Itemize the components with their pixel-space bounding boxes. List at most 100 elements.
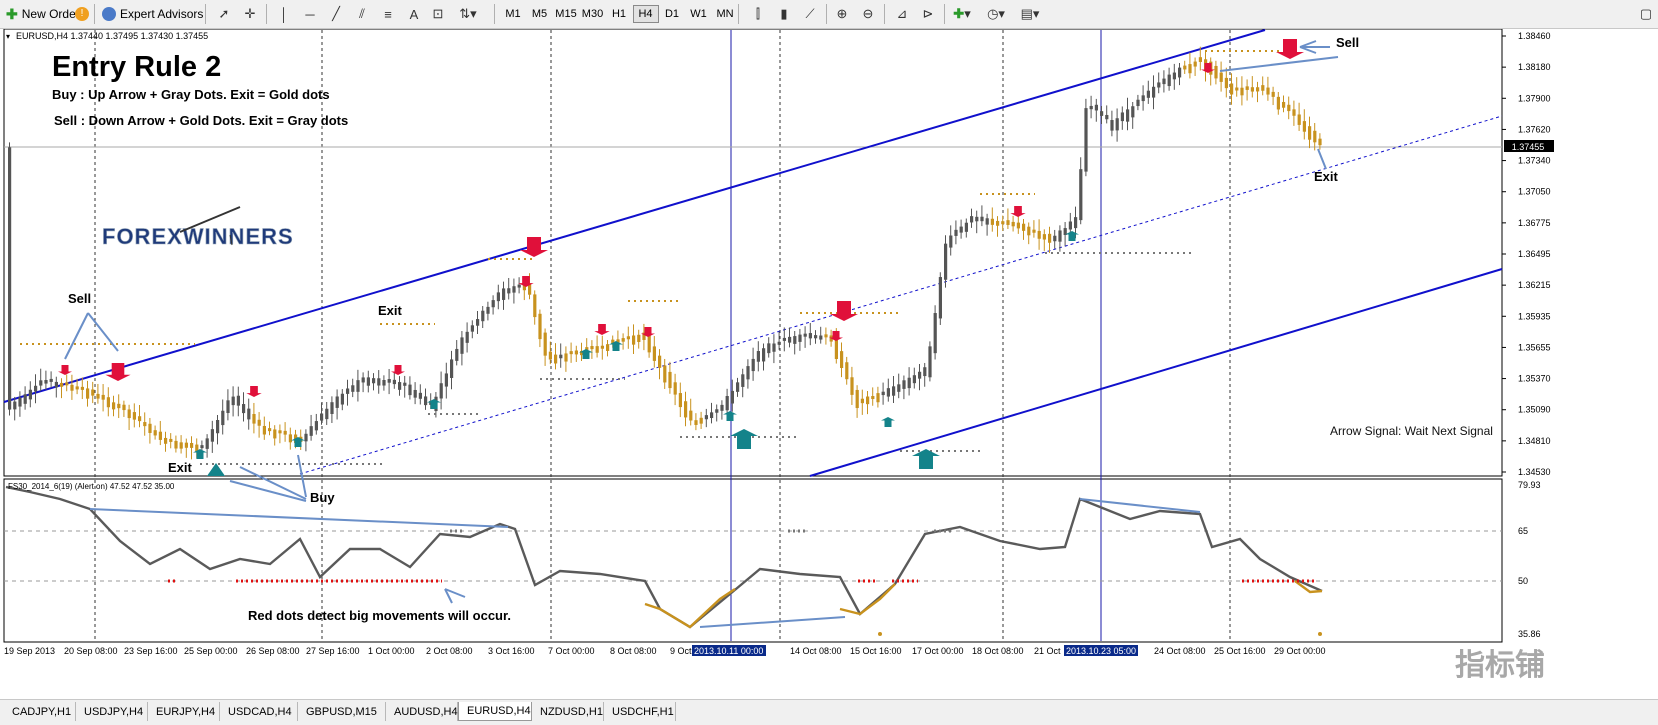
current-price-label: 1.37455 <box>1512 142 1545 152</box>
candle-body <box>1282 101 1286 108</box>
candle-body <box>1016 222 1020 229</box>
chart-area[interactable]: 1.38460 1.38180 1.37900 1.37620 1.37340 1.370… <box>0 28 1658 699</box>
candle-body <box>28 389 32 400</box>
candle-body <box>96 393 100 399</box>
bar-chart-icon[interactable]: ⫿ <box>755 6 761 21</box>
candle-body <box>106 397 110 408</box>
alert-icon[interactable]: ! <box>72 5 92 23</box>
sell-arrow-icon <box>641 327 655 337</box>
candle-body <box>975 216 979 222</box>
zoom-out-icon[interactable]: ⊖ <box>862 6 874 21</box>
label-exit-right: Exit <box>1314 169 1339 184</box>
templates-icon[interactable]: ▤▾ <box>1020 6 1040 21</box>
candle-body <box>387 379 391 383</box>
periods-icon[interactable]: ◷▾ <box>987 6 1005 21</box>
candle-body <box>746 366 750 380</box>
candle-body <box>980 216 984 222</box>
candle-body <box>902 380 906 389</box>
candle-body <box>1224 77 1228 89</box>
candle-body <box>528 283 532 295</box>
candle-body <box>65 382 69 386</box>
candle-body <box>346 388 350 394</box>
shapes-icon[interactable]: ⇅▾ <box>459 6 477 21</box>
candle-body <box>356 380 360 392</box>
annotation-line <box>64 312 89 360</box>
buy-arrow-icon <box>881 417 895 427</box>
indicators-icon[interactable]: ✚ ▾ <box>953 6 971 21</box>
candle-body <box>647 335 651 353</box>
timeframe-m30[interactable]: M30 <box>581 8 604 20</box>
line-chart-icon[interactable]: ⟋ <box>805 6 815 21</box>
tab-eurusd-h4[interactable]: EURUSD,H4 <box>458 702 532 721</box>
collapse-icon[interactable]: ▾ <box>6 32 10 41</box>
candle-body <box>767 343 771 354</box>
candle-body <box>1032 229 1036 233</box>
annotation-line <box>229 480 307 502</box>
main-chart-header: EURUSD,H4 1.37440 1.37495 1.37430 1.3745… <box>16 31 208 41</box>
candle-body <box>242 404 246 414</box>
price-tick-label: 1.34530 <box>1518 467 1551 477</box>
candle-body <box>1245 86 1249 90</box>
candle-body <box>782 337 786 341</box>
chart-shift-icon[interactable]: ⊳ <box>922 6 934 21</box>
timeframe-h4[interactable]: H4 <box>632 5 659 23</box>
candle-body <box>554 354 558 364</box>
label-icon[interactable]: ⊡ <box>432 6 444 21</box>
candle-body <box>1214 65 1218 79</box>
candle-body <box>642 332 646 340</box>
channel-icon[interactable]: ⫽ <box>359 6 365 21</box>
candle-body <box>1063 228 1067 236</box>
vertical-line-icon[interactable]: │ <box>279 6 289 22</box>
buy-arrow-icon <box>291 437 305 447</box>
expert-advisors-button[interactable]: Expert Advisors <box>98 3 207 25</box>
time-tick-label: 18 Oct 08:00 <box>972 646 1024 656</box>
tab-cadjpy-h1[interactable]: CADJPY,H1 <box>4 702 76 721</box>
toolbar-scroll-icon[interactable]: ▢ <box>1639 6 1653 21</box>
buy-arrow-icon <box>723 411 737 421</box>
candle-body <box>637 334 641 342</box>
new-order-button[interactable]: ✚ New Order <box>2 3 84 25</box>
candle-body <box>1094 104 1098 111</box>
tab-nzdusd-h1[interactable]: NZDUSD,H1 <box>532 702 604 721</box>
tab-usdcad-h4[interactable]: USDCAD,H4 <box>220 702 298 721</box>
candle-body <box>933 313 937 354</box>
candle-body <box>704 415 708 420</box>
candle-body <box>54 381 58 388</box>
trendline-icon[interactable]: ╱ <box>332 6 340 21</box>
annotation-arrow-icon <box>1299 40 1317 54</box>
candlestick-icon[interactable]: ▮ <box>780 6 788 21</box>
buy-arrow-icon <box>912 449 940 469</box>
candle-body <box>174 440 178 449</box>
candle-body <box>876 393 880 403</box>
text-icon[interactable]: A <box>409 6 419 22</box>
timeframe-h1[interactable]: H1 <box>611 8 627 20</box>
timeframe-m5[interactable]: M5 <box>531 8 548 20</box>
tab-eurjpy-h4[interactable]: EURJPY,H4 <box>148 702 220 721</box>
candle-body <box>460 337 464 354</box>
timeframe-m15[interactable]: M15 <box>555 8 577 20</box>
candle-body <box>595 346 599 353</box>
cursor-icon[interactable]: ➚ <box>218 6 230 21</box>
price-tick-label: 1.36775 <box>1518 218 1551 228</box>
candle-body <box>1250 87 1254 92</box>
current-price-marker <box>1504 140 1554 152</box>
candle-body <box>1188 64 1192 74</box>
candle-body <box>195 444 199 452</box>
timeframe-mn[interactable]: MN <box>716 8 734 20</box>
fibonacci-icon[interactable]: ≡ <box>384 6 392 22</box>
timeframe-w1[interactable]: W1 <box>690 8 707 20</box>
candle-body <box>164 437 168 444</box>
tab-audusd-h4[interactable]: AUDUSD,H4 <box>386 702 458 721</box>
timeframe-m1[interactable]: M1 <box>505 8 521 20</box>
buy-triangle-icon <box>207 463 225 476</box>
horizontal-line-icon[interactable]: ─ <box>305 6 315 22</box>
tab-usdjpy-h4[interactable]: USDJPY,H4 <box>76 702 148 721</box>
timeframe-d1[interactable]: D1 <box>664 8 680 20</box>
tab-usdchf-h1[interactable]: USDCHF,H1 <box>604 702 676 721</box>
zoom-in-icon[interactable]: ⊕ <box>836 6 848 21</box>
tab-gbpusd-m15[interactable]: GBPUSD,M15 <box>298 702 386 721</box>
candle-body <box>377 378 381 386</box>
auto-scroll-icon[interactable]: ⊿ <box>896 6 908 21</box>
candle-body <box>1261 85 1265 91</box>
crosshair-icon[interactable]: ✛ <box>244 6 256 21</box>
